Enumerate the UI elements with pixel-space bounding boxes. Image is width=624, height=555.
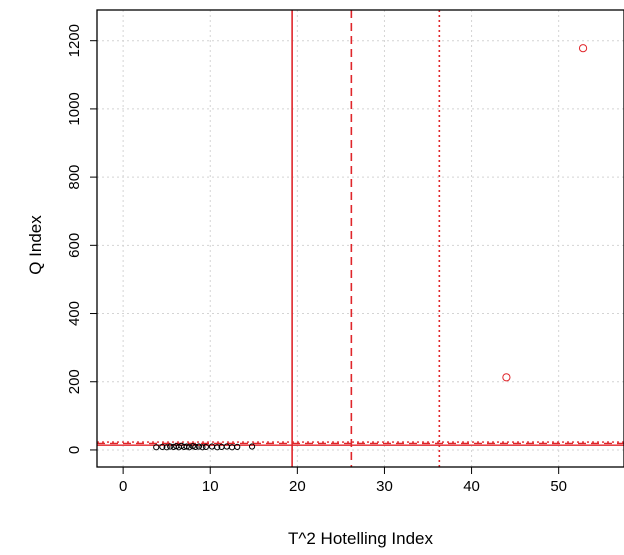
data-point	[167, 443, 174, 450]
x-tick-label: 40	[463, 478, 480, 495]
data-point	[159, 443, 166, 450]
x-tick-label: 0	[119, 478, 127, 495]
outlier-point	[578, 44, 588, 53]
y-tick-label: 1000	[66, 92, 83, 125]
y-axis: 0 200 400 600 800 1000 1200	[66, 24, 97, 454]
data-point	[248, 443, 256, 450]
y-tick-label: 0	[66, 446, 83, 454]
data-points	[153, 44, 588, 451]
data-point	[153, 444, 160, 451]
data-point	[163, 444, 170, 451]
x-axis: 0 10 20 30 40 50	[119, 467, 567, 495]
x-tick-label: 20	[289, 478, 306, 495]
y-tick-label: 1200	[66, 24, 83, 57]
data-point	[214, 444, 221, 451]
data-point	[192, 443, 199, 450]
y-tick-label: 600	[66, 233, 83, 258]
data-point	[186, 444, 193, 451]
y-tick-label: 200	[66, 369, 83, 394]
data-point	[202, 443, 209, 450]
data-point	[189, 443, 196, 450]
data-point	[195, 443, 203, 450]
data-point	[183, 443, 190, 450]
plot-frame	[96, 9, 624, 468]
x-axis-title: T^2 Hotelling Index	[288, 529, 433, 548]
y-tick-label: 400	[66, 301, 83, 326]
x-tick-label: 30	[376, 478, 393, 495]
x-tick-label: 50	[550, 478, 567, 495]
y-tick-label: 800	[66, 165, 83, 190]
reference-lines	[97, 10, 624, 467]
x-tick-label: 10	[202, 478, 219, 495]
data-point	[199, 444, 206, 451]
y-axis-title: Q Index	[26, 215, 45, 275]
data-point	[234, 443, 241, 450]
outlier-point	[502, 373, 511, 382]
grid	[97, 10, 624, 467]
